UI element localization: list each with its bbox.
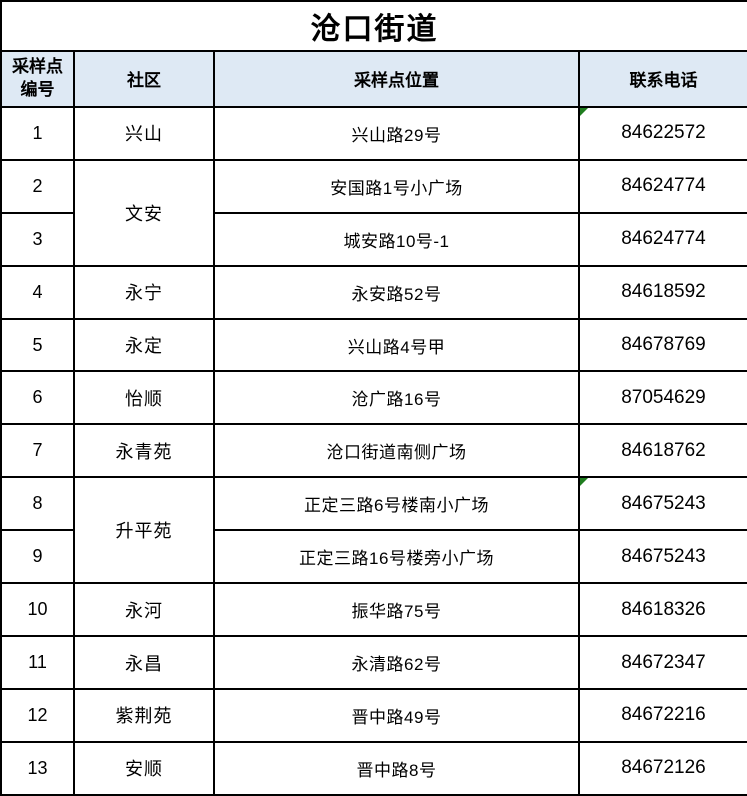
cell-phone: 84624774	[578, 211, 747, 267]
cell-community: 永宁	[73, 264, 215, 320]
cell-community-merged: 文安	[73, 158, 215, 267]
cell-community: 怡顺	[73, 370, 215, 426]
table-row: 13 安顺 晋中路8号 84672126	[0, 740, 747, 796]
table-header-row: 采样点 编号 社区 采样点位置 联系电话	[0, 49, 747, 108]
cell-community: 紫荆苑	[73, 688, 215, 743]
cell-location: 兴山路4号甲	[213, 317, 580, 373]
cell-phone: 84678769	[578, 317, 747, 373]
table-row: 8 升平苑 正定三路6号楼南小广场 84675243	[0, 476, 747, 585]
cell-community: 永定	[73, 317, 215, 373]
cell-sample-no: 13	[0, 740, 75, 796]
cell-sample-no: 8	[0, 476, 75, 532]
column-header-sample-no: 采样点 编号	[0, 49, 75, 108]
cell-phone: 84624774	[578, 158, 747, 214]
column-header-phone: 联系电话	[578, 49, 747, 108]
cell-sample-no: 4	[0, 264, 75, 320]
cell-location: 晋中路8号	[213, 740, 580, 796]
cell-sample-no: 10	[0, 582, 75, 638]
cell-location: 晋中路49号	[213, 688, 580, 743]
cell-community: 永昌	[73, 635, 215, 690]
table-row: 7 永青苑 沧口街道南侧广场 84618762	[0, 423, 747, 479]
cell-sample-no: 3	[0, 211, 75, 267]
cell-location: 沧广路16号	[213, 370, 580, 426]
table-row: 4 永宁 永安路52号 84618592	[0, 264, 747, 320]
table-row: 5 永定 兴山路4号甲 84678769	[0, 317, 747, 373]
cell-phone: 84618326	[578, 582, 747, 638]
cell-sample-no: 11	[0, 635, 75, 690]
cell-location: 沧口街道南侧广场	[213, 423, 580, 479]
table-row: 11 永昌 永清路62号 84672347	[0, 635, 747, 690]
cell-location: 兴山路29号	[213, 105, 580, 161]
table-row: 3 城安路10号-1 84624774	[0, 211, 747, 267]
cell-community: 永青苑	[73, 423, 215, 479]
cell-sample-no: 7	[0, 423, 75, 479]
column-header-community: 社区	[73, 49, 215, 108]
table-row: 12 紫荆苑 晋中路49号 84672216	[0, 688, 747, 743]
page-title: 沧口街道	[0, 0, 747, 52]
cell-community: 安顺	[73, 740, 215, 796]
table-title-row: 沧口街道	[0, 0, 747, 52]
cell-sample-no: 9	[0, 529, 75, 585]
phone-number: 84622572	[621, 122, 706, 144]
cell-error-indicator-icon	[581, 108, 588, 116]
cell-sample-no: 12	[0, 688, 75, 743]
cell-sample-no: 5	[0, 317, 75, 373]
cell-error-indicator-icon	[581, 479, 588, 487]
cell-phone: 84622572	[578, 105, 747, 161]
cell-community-merged: 升平苑	[73, 476, 215, 585]
cell-phone: 84675243	[578, 476, 747, 532]
cell-location: 正定三路6号楼南小广场	[213, 476, 580, 532]
cell-location: 安国路1号小广场	[213, 158, 580, 214]
phone-number: 84675243	[621, 492, 706, 514]
cell-location: 永安路52号	[213, 264, 580, 320]
table-row: 1 兴山 兴山路29号 84622572	[0, 105, 747, 161]
column-header-location: 采样点位置	[213, 49, 580, 108]
cell-location: 振华路75号	[213, 582, 580, 638]
cell-phone: 84618762	[578, 423, 747, 479]
cell-location: 正定三路16号楼旁小广场	[213, 529, 580, 585]
cell-community: 永河	[73, 582, 215, 638]
cell-phone: 87054629	[578, 370, 747, 426]
cell-phone: 84675243	[578, 529, 747, 585]
cell-phone: 84672126	[578, 740, 747, 796]
table-row: 10 永河 振华路75号 84618326	[0, 582, 747, 638]
cell-location: 城安路10号-1	[213, 211, 580, 267]
table-row: 9 正定三路16号楼旁小广场 84675243	[0, 529, 747, 585]
cell-community: 兴山	[73, 105, 215, 161]
cell-phone: 84672347	[578, 635, 747, 690]
cell-sample-no: 2	[0, 158, 75, 214]
cell-sample-no: 6	[0, 370, 75, 426]
cell-sample-no: 1	[0, 105, 75, 161]
table-row: 6 怡顺 沧广路16号 87054629	[0, 370, 747, 426]
cell-phone: 84672216	[578, 688, 747, 743]
table-row: 2 文安 安国路1号小广场 84624774	[0, 158, 747, 267]
cell-location: 永清路62号	[213, 635, 580, 690]
cell-phone: 84618592	[578, 264, 747, 320]
